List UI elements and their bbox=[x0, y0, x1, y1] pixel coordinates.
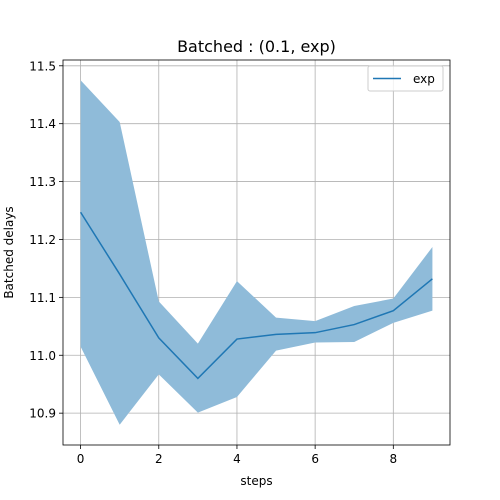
series-lines bbox=[79, 211, 433, 380]
x-axis-ticks: 0 2 4 6 8 bbox=[77, 445, 397, 466]
y-tick-label: 11.2 bbox=[29, 233, 56, 247]
legend-label: exp bbox=[413, 72, 435, 86]
series-line-exp bbox=[79, 211, 433, 380]
legend: exp bbox=[367, 65, 444, 92]
y-axis-label: Batched delays bbox=[2, 206, 16, 298]
y-tick-label: 11.5 bbox=[29, 59, 56, 73]
y-axis-ticks: 10.9 11.0 11.1 11.2 11.3 11.4 11.5 bbox=[29, 59, 63, 421]
x-tick-label: 6 bbox=[311, 452, 319, 466]
x-tick-label: 4 bbox=[233, 452, 241, 466]
y-tick-label: 11.1 bbox=[29, 291, 56, 305]
confidence-bands bbox=[80, 80, 433, 425]
plot-frame bbox=[62, 59, 451, 446]
y-tick-label: 11.3 bbox=[29, 175, 56, 189]
x-tick-label: 2 bbox=[155, 452, 163, 466]
x-tick-label: 8 bbox=[389, 452, 397, 466]
chart-title: Batched : (0.1, exp) bbox=[177, 37, 336, 56]
y-tick-label: 11.4 bbox=[29, 117, 56, 131]
y-tick-label: 11.0 bbox=[29, 349, 56, 363]
confidence-band bbox=[80, 80, 433, 425]
y-tick-label: 10.9 bbox=[29, 407, 56, 421]
x-axis-label: steps bbox=[240, 474, 272, 488]
x-tick-label: 0 bbox=[77, 452, 85, 466]
legend-box bbox=[367, 65, 444, 92]
